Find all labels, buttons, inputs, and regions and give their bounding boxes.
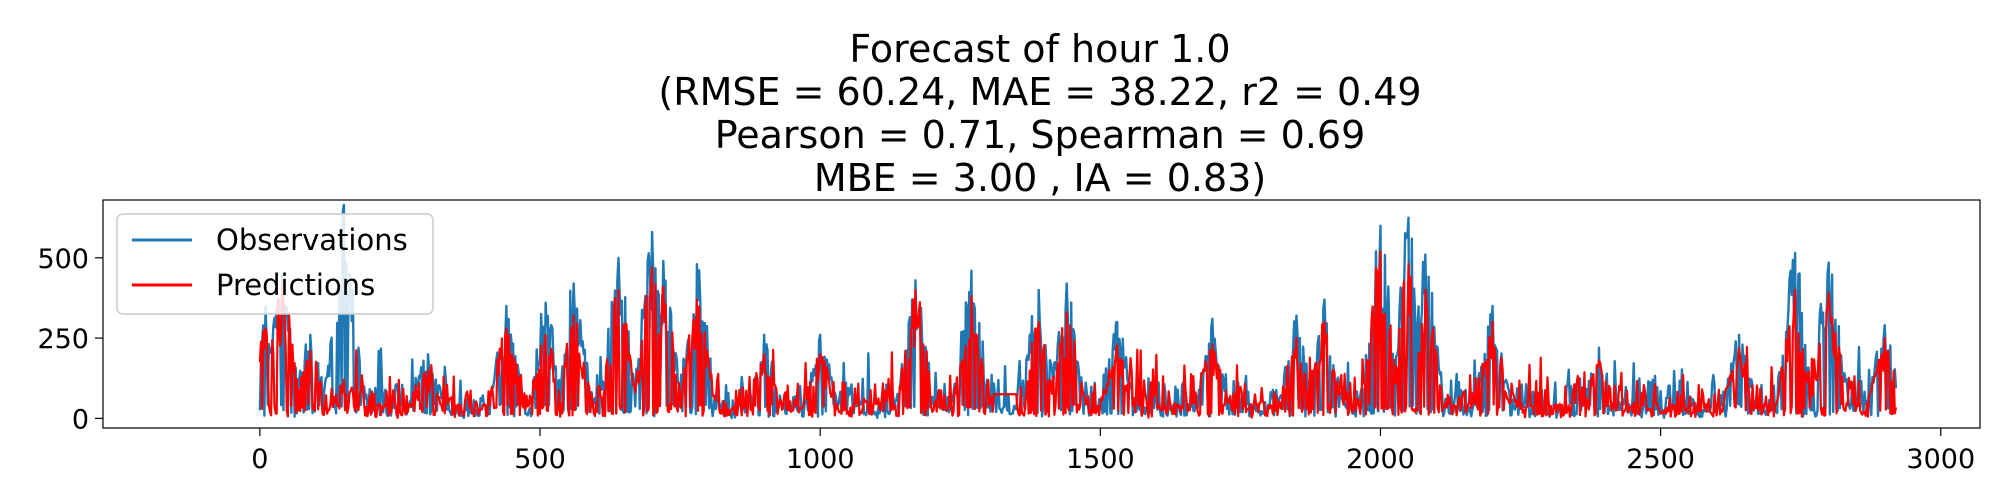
x-tick-label-3000: 3000: [1906, 444, 1975, 475]
x-tick-label-500: 500: [514, 444, 566, 475]
x-axis: 0 500 1000 1500 2000 2500 3000: [251, 428, 1975, 475]
series-layer: [258, 203, 1898, 420]
title-line-3: Pearson = 0.71, Spearman = 0.69: [715, 113, 1366, 157]
x-tick-label-2000: 2000: [1346, 444, 1415, 475]
legend: Observations Predictions: [116, 213, 434, 315]
series-line-predictions: [258, 250, 1898, 419]
x-tick-label-1500: 1500: [1066, 444, 1135, 475]
title-line-4: MBE = 3.00 , IA = 0.83): [814, 156, 1266, 200]
legend-box: [116, 213, 434, 315]
title-line-2: (RMSE = 60.24, MAE = 38.22, r2 = 0.49: [658, 70, 1421, 114]
chart-title: Forecast of hour 1.0 (RMSE = 60.24, MAE …: [658, 27, 1421, 200]
title-line-1: Forecast of hour 1.0: [849, 27, 1230, 71]
y-tick-label-0: 0: [72, 404, 89, 435]
x-tick-label-2500: 2500: [1626, 444, 1695, 475]
legend-predictions-label: Predictions: [216, 268, 375, 302]
y-tick-label-500: 500: [37, 244, 89, 275]
x-tick-label-0: 0: [251, 444, 268, 475]
y-axis: 0 250 500: [37, 244, 103, 435]
x-tick-label-1000: 1000: [786, 444, 855, 475]
y-tick-label-250: 250: [37, 324, 89, 355]
legend-observations-label: Observations: [216, 223, 408, 257]
